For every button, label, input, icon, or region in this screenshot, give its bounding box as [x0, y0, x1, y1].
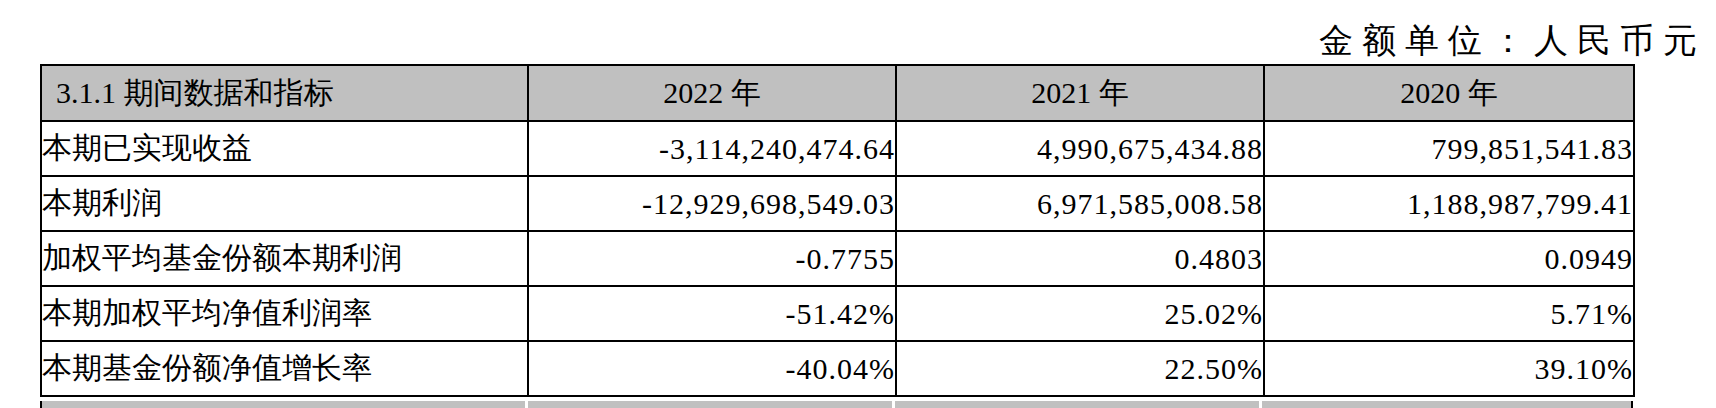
table-title-cell: 3.1.1 期间数据和指标 [41, 65, 528, 121]
row-label-period-profit: 本期利润 [41, 176, 528, 231]
value-cell-2020: 5.71% [1264, 286, 1634, 341]
currency-unit-label: 金额单位：人民币元 [1319, 18, 1706, 64]
value-cell-2022: -0.7755 [528, 231, 896, 286]
value-cell-2022: -51.42% [528, 286, 896, 341]
table-row: 本期利润 -12,929,698,549.03 6,971,585,008.58… [41, 176, 1634, 231]
value-cell-2021: 25.02% [896, 286, 1264, 341]
period-data-table: 3.1.1 期间数据和指标 2022 年 2021 年 2020 年 本期已实现… [40, 64, 1635, 397]
value-cell-2020: 799,851,541.83 [1264, 121, 1634, 176]
value-cell-2022: -3,114,240,474.64 [528, 121, 896, 176]
row-label-weighted-avg-share-profit: 加权平均基金份额本期利润 [41, 231, 528, 286]
value-cell-2022: -40.04% [528, 341, 896, 396]
value-cell-2021: 22.50% [896, 341, 1264, 396]
table-row: 本期加权平均净值利润率 -51.42% 25.02% 5.71% [41, 286, 1634, 341]
next-table-header-stub [40, 401, 1633, 408]
value-cell-2020: 0.0949 [1264, 231, 1634, 286]
value-cell-2021: 6,971,585,008.58 [896, 176, 1264, 231]
table-header-row: 3.1.1 期间数据和指标 2022 年 2021 年 2020 年 [41, 65, 1634, 121]
stub-cell [895, 401, 1259, 408]
stub-cell [1262, 401, 1631, 408]
table-row: 加权平均基金份额本期利润 -0.7755 0.4803 0.0949 [41, 231, 1634, 286]
year-header-2021: 2021 年 [896, 65, 1264, 121]
table-row: 本期已实现收益 -3,114,240,474.64 4,990,675,434.… [41, 121, 1634, 176]
value-cell-2020: 39.10% [1264, 341, 1634, 396]
row-label-realized-income: 本期已实现收益 [41, 121, 528, 176]
year-header-2020: 2020 年 [1264, 65, 1634, 121]
row-label-weighted-avg-nav-profit-rate: 本期加权平均净值利润率 [41, 286, 528, 341]
value-cell-2021: 4,990,675,434.88 [896, 121, 1264, 176]
stub-cell [528, 401, 892, 408]
value-cell-2022: -12,929,698,549.03 [528, 176, 896, 231]
table-row: 本期基金份额净值增长率 -40.04% 22.50% 39.10% [41, 341, 1634, 396]
value-cell-2021: 0.4803 [896, 231, 1264, 286]
stub-cell [42, 401, 525, 408]
value-cell-2020: 1,188,987,799.41 [1264, 176, 1634, 231]
year-header-2022: 2022 年 [528, 65, 896, 121]
row-label-nav-growth-rate: 本期基金份额净值增长率 [41, 341, 528, 396]
